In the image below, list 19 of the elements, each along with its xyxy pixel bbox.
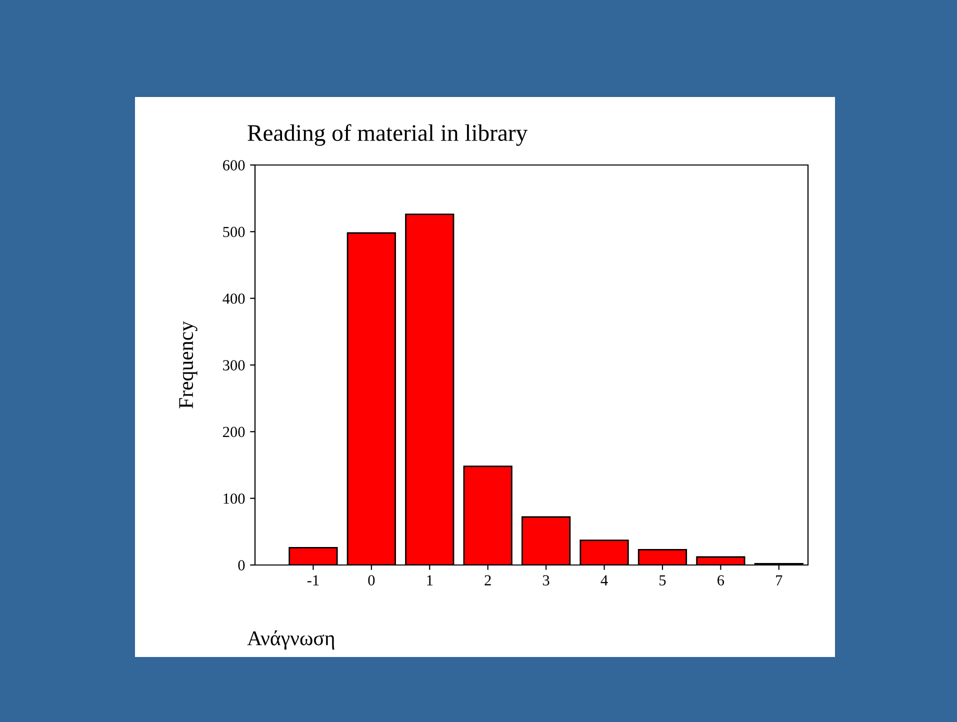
x-tick-label: 6 <box>718 575 724 586</box>
x-tick-label: 3 <box>542 575 550 586</box>
x-tick-label: 2 <box>484 575 491 586</box>
x-axis-title: Ανάγνωση <box>247 630 334 650</box>
x-tick-label: 0 <box>368 575 375 586</box>
x-tick-label: 5 <box>660 575 666 586</box>
x-tick-label: 4 <box>600 575 608 586</box>
x-tick-label: -1 <box>307 575 319 586</box>
y-tick-label: 200 <box>223 426 245 438</box>
y-tick-label: 300 <box>223 360 245 370</box>
y-tick-label: 100 <box>224 493 245 504</box>
y-tick-label: 0 <box>238 560 245 570</box>
y-axis-title: Frequency <box>179 321 198 408</box>
x-tick-label: 1 <box>427 575 433 586</box>
chart-title: Reading of material in library <box>248 124 528 146</box>
y-tick-label: 500 <box>223 226 245 238</box>
x-tick-label: 7 <box>776 575 782 586</box>
y-tick-label: 400 <box>222 293 245 304</box>
y-tick-label: 600 <box>223 160 245 170</box>
